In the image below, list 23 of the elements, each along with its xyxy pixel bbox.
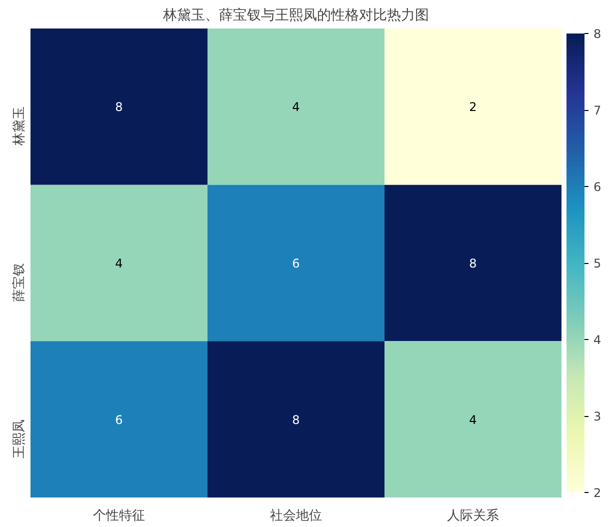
data-label: 8 — [115, 100, 123, 114]
data-label: 4 — [469, 412, 477, 427]
data-label: 4 — [292, 100, 300, 114]
color-bar-label: 8 — [594, 27, 602, 41]
data-label: 6 — [292, 256, 300, 270]
data-label: 4 — [115, 256, 123, 270]
y-tick-label: 薛宝钗 — [11, 263, 27, 302]
data-label: 8 — [292, 412, 300, 427]
y-tick-label: 王熙凤 — [12, 419, 27, 458]
color-bar-label: 2 — [594, 486, 602, 500]
chart-title: 林黛玉、薛宝钗与王熙凤的性格对比热力图 — [162, 8, 429, 24]
color-bar-label: 5 — [594, 256, 602, 270]
color-bar-label: 3 — [594, 410, 602, 424]
y-tick-label: 林黛玉 — [12, 106, 27, 147]
x-tick-label: 人际关系 — [447, 508, 499, 524]
x-tick-label: 社会地位 — [270, 508, 322, 524]
color-bar-label: 6 — [594, 180, 602, 194]
data-label: 6 — [115, 412, 123, 427]
color-bar-label: 7 — [594, 104, 602, 118]
color-bar-label: 4 — [594, 333, 602, 347]
data-label: 2 — [469, 100, 477, 114]
x-tick-label: 个性特征 — [93, 508, 145, 524]
data-label: 8 — [469, 256, 477, 270]
